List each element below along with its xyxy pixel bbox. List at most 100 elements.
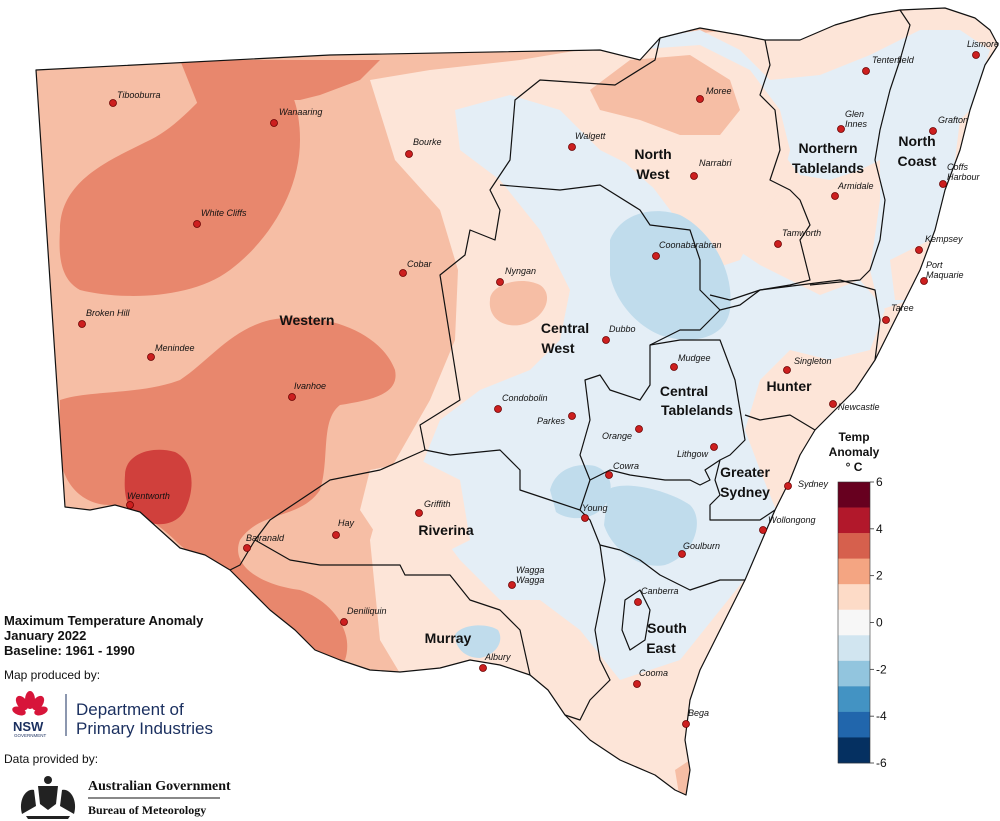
town-label-glen-innes: Glen Innes <box>845 109 868 129</box>
town-label-sydney: Sydney <box>798 479 829 489</box>
anomaly-warm-east-coast <box>600 400 840 790</box>
anomaly-hot-north <box>180 60 380 110</box>
anomaly-cool-coast <box>870 100 960 310</box>
region-label-northern-tablelands-1: Northern <box>798 140 857 156</box>
legend-swatch <box>838 533 870 559</box>
region-label-south-east-2: East <box>646 640 676 656</box>
town-label-cobar: Cobar <box>407 259 433 269</box>
legend-title-2: Anomaly <box>829 445 880 459</box>
town-label-menindee: Menindee <box>155 343 195 353</box>
town-label-wentworth: Wentworth <box>127 491 170 501</box>
town-label-goulburn: Goulburn <box>683 541 720 551</box>
town-dot-wanaaring <box>270 119 278 127</box>
town-label-newcastle: Newcastle <box>838 402 880 412</box>
towns: Tibooburra Wanaaring Bourke White Cliffs… <box>78 39 999 728</box>
town-dot-wentworth <box>126 501 134 509</box>
town-label-albury: Albury <box>484 652 511 662</box>
town-label-kempsey: Kempsey <box>925 234 963 244</box>
map-title-line-1: Maximum Temperature Anomaly <box>4 613 204 628</box>
town-label-orange: Orange <box>602 431 632 441</box>
town-dot-cowra <box>605 471 613 479</box>
town-dot-newcastle <box>829 400 837 408</box>
anomaly-cold-goulburn <box>604 485 697 566</box>
anomaly-warm-nyngan <box>489 280 548 326</box>
legend-swatch <box>838 609 870 636</box>
town-dot-port-maquarie <box>920 277 928 285</box>
town-dot-wagga-wagga <box>508 581 516 589</box>
town-label-armidale: Armidale <box>837 181 874 191</box>
town-label-deniliquin: Deniliquin <box>347 606 387 616</box>
region-borders <box>35 7 999 796</box>
town-label-coonabarabran: Coonabarabran <box>659 240 722 250</box>
dpi-line-2: Primary Industries <box>76 719 213 738</box>
town-dot-wollongong <box>759 526 767 534</box>
anomaly-warm-riverina <box>360 460 470 560</box>
legend-swatch <box>838 711 870 738</box>
town-dot-hay <box>332 531 340 539</box>
town-label-coffs-harbour: Coffs Harbour <box>947 162 981 182</box>
anomaly-cold-albury <box>455 625 501 658</box>
region-label-western: Western <box>280 312 335 328</box>
town-label-walgett: Walgett <box>575 131 606 141</box>
town-dot-singleton <box>783 366 791 374</box>
produced-by-label: Map produced by: <box>4 668 101 682</box>
town-dot-glen-innes <box>837 125 845 133</box>
town-dot-young <box>581 514 589 522</box>
region-label-north-west-1: North <box>634 146 671 162</box>
legend-swatch <box>838 660 870 687</box>
western-region-border <box>229 37 661 571</box>
town-dot-armidale <box>831 192 839 200</box>
act-border <box>621 589 651 651</box>
state-border <box>35 7 999 796</box>
town-label-grafton: Grafton <box>938 115 968 125</box>
town-label-condobolin: Condobolin <box>502 393 548 403</box>
region-label-north-coast-2: Coast <box>898 153 937 169</box>
legend-tick-label: 6 <box>876 475 883 489</box>
region-labels: Western North West Northern Tablelands N… <box>280 133 937 656</box>
town-label-cowra: Cowra <box>613 461 639 471</box>
town-label-tenterfield: Tenterfield <box>872 55 915 65</box>
town-dot-tamworth <box>774 240 782 248</box>
town-dot-deniliquin <box>340 618 348 626</box>
town-dot-walgett <box>568 143 576 151</box>
town-dot-cobar <box>399 269 407 277</box>
region-label-greater-sydney-2: Sydney <box>720 484 770 500</box>
dpi-line-1: Department of <box>76 700 184 719</box>
town-dot-mudgee <box>670 363 678 371</box>
legend-title-1: Temp <box>838 430 869 444</box>
central-west-north-west-border <box>499 184 721 511</box>
town-dot-tibooburra <box>109 99 117 107</box>
town-dot-nyngan <box>496 278 504 286</box>
anomaly-warm-moree <box>590 55 740 135</box>
town-label-parkes: Parkes <box>537 416 566 426</box>
coat-of-arms-icon <box>20 776 76 819</box>
town-dot-cooma <box>633 680 641 688</box>
town-label-balranald: Balranald <box>246 533 285 543</box>
nsw-government-text: GOVERNMENT <box>14 733 47 738</box>
town-dot-lithgow <box>710 443 718 451</box>
town-label-wollongong: Wollongong <box>768 515 816 525</box>
town-label-lismore: Lismore <box>967 39 999 49</box>
north-west-tablelands-border <box>709 39 811 301</box>
town-dot-griffith <box>415 509 423 517</box>
town-label-bourke: Bourke <box>413 137 442 147</box>
legend: Temp Anomaly ° C 6 4 2 0 -2 -4 -6 <box>829 430 887 770</box>
legend-tick-label: -6 <box>876 756 887 770</box>
town-dot-menindee <box>147 353 155 361</box>
town-dot-bourke <box>405 150 413 158</box>
town-dot-grafton <box>929 127 937 135</box>
region-label-north-west-2: West <box>636 166 670 182</box>
town-dot-balranald <box>243 544 251 552</box>
town-label-nyngan: Nyngan <box>505 266 536 276</box>
town-dot-dubbo <box>602 336 610 344</box>
town-label-lithgow: Lithgow <box>677 449 709 459</box>
legend-title-3: ° C <box>846 460 863 474</box>
town-dot-ivanhoe <box>288 393 296 401</box>
map-title: Maximum Temperature Anomaly January 2022… <box>4 613 203 658</box>
town-label-bega: Bega <box>688 708 709 718</box>
riverina-murray-border <box>254 539 531 676</box>
legend-tick-label: -4 <box>876 709 887 723</box>
region-label-central-west-2: West <box>541 340 575 356</box>
town-dot-parkes <box>568 412 576 420</box>
legend-swatch <box>838 507 870 534</box>
